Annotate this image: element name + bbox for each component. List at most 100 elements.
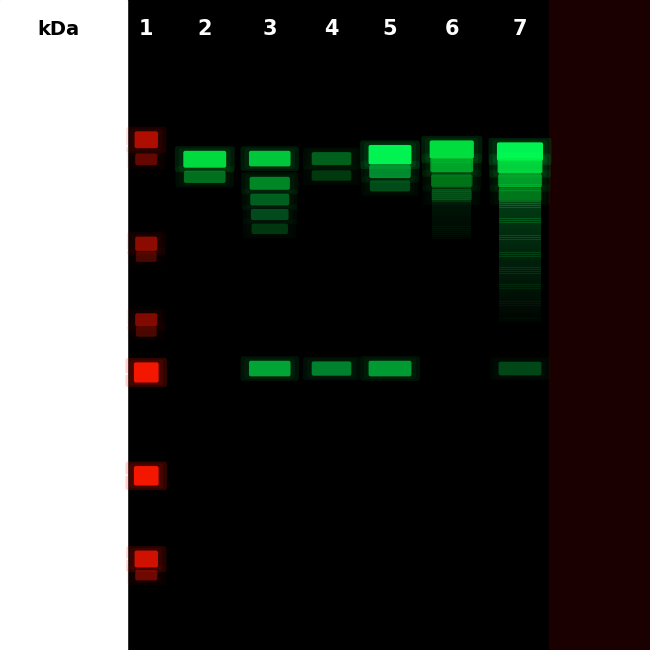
FancyBboxPatch shape <box>130 548 162 570</box>
Bar <box>499 269 541 272</box>
Text: 1: 1 <box>139 20 153 39</box>
Bar <box>499 212 541 214</box>
Bar <box>499 248 541 250</box>
FancyBboxPatch shape <box>369 361 411 376</box>
FancyBboxPatch shape <box>135 131 158 148</box>
Bar <box>432 230 471 233</box>
FancyBboxPatch shape <box>251 209 289 220</box>
FancyBboxPatch shape <box>135 313 157 326</box>
FancyBboxPatch shape <box>364 142 416 167</box>
Bar <box>499 184 541 187</box>
Bar <box>499 297 541 300</box>
FancyBboxPatch shape <box>184 170 226 183</box>
FancyBboxPatch shape <box>135 237 157 251</box>
FancyBboxPatch shape <box>250 177 290 190</box>
Bar <box>499 312 541 315</box>
Bar <box>499 294 541 297</box>
Bar <box>432 183 471 186</box>
Bar <box>432 185 471 188</box>
Bar <box>432 164 471 166</box>
Bar <box>499 195 541 198</box>
Bar <box>432 191 471 194</box>
Bar <box>499 259 541 261</box>
Bar <box>499 314 541 317</box>
Bar <box>499 214 541 216</box>
Bar <box>499 316 541 318</box>
Bar <box>499 276 541 278</box>
Bar <box>499 282 541 285</box>
Bar <box>432 195 471 198</box>
FancyBboxPatch shape <box>244 358 295 379</box>
FancyBboxPatch shape <box>130 129 162 151</box>
Bar <box>499 291 541 293</box>
Bar <box>432 207 471 209</box>
Bar <box>432 181 471 184</box>
FancyBboxPatch shape <box>240 356 299 381</box>
FancyBboxPatch shape <box>136 252 157 262</box>
FancyBboxPatch shape <box>127 566 166 585</box>
Bar <box>432 220 471 223</box>
FancyBboxPatch shape <box>499 189 541 201</box>
Bar <box>432 177 471 180</box>
Text: 7: 7 <box>513 20 527 39</box>
Bar <box>499 304 541 306</box>
FancyBboxPatch shape <box>176 166 234 187</box>
Bar <box>499 159 541 161</box>
FancyBboxPatch shape <box>498 174 542 187</box>
FancyBboxPatch shape <box>175 146 235 172</box>
Bar <box>549 0 650 650</box>
FancyBboxPatch shape <box>125 358 167 387</box>
Bar <box>499 265 541 268</box>
Bar <box>499 252 541 255</box>
FancyBboxPatch shape <box>312 361 351 376</box>
Bar <box>432 222 471 225</box>
FancyBboxPatch shape <box>370 180 410 191</box>
FancyBboxPatch shape <box>489 170 551 192</box>
Bar <box>432 228 471 231</box>
Bar <box>432 179 471 182</box>
Bar <box>432 226 471 229</box>
FancyBboxPatch shape <box>252 224 288 234</box>
Bar <box>499 197 541 200</box>
FancyBboxPatch shape <box>493 155 547 176</box>
Bar <box>499 167 541 170</box>
Bar <box>432 218 471 221</box>
Bar <box>432 216 471 219</box>
Bar <box>499 180 541 183</box>
FancyBboxPatch shape <box>430 140 474 159</box>
Bar <box>432 201 471 203</box>
Bar <box>499 299 541 302</box>
FancyBboxPatch shape <box>361 176 419 196</box>
Bar <box>499 229 541 231</box>
Bar <box>499 307 541 310</box>
FancyBboxPatch shape <box>493 140 547 163</box>
FancyBboxPatch shape <box>136 326 157 337</box>
Bar <box>432 168 471 170</box>
Bar <box>499 246 541 248</box>
FancyBboxPatch shape <box>489 153 551 177</box>
FancyBboxPatch shape <box>364 358 416 379</box>
Bar <box>499 239 541 242</box>
FancyBboxPatch shape <box>312 170 351 181</box>
Bar <box>499 278 541 280</box>
FancyBboxPatch shape <box>183 151 226 168</box>
Bar <box>499 188 541 191</box>
Bar <box>499 289 541 291</box>
Bar <box>432 214 471 217</box>
Bar <box>499 257 541 259</box>
FancyBboxPatch shape <box>426 155 478 175</box>
Bar <box>499 306 541 308</box>
FancyBboxPatch shape <box>245 174 294 192</box>
FancyBboxPatch shape <box>134 363 159 382</box>
Bar <box>432 234 471 237</box>
FancyBboxPatch shape <box>249 151 291 166</box>
FancyBboxPatch shape <box>126 546 166 572</box>
Bar <box>499 186 541 188</box>
Bar <box>432 232 471 235</box>
Bar <box>432 160 471 162</box>
Bar <box>499 292 541 295</box>
Bar <box>499 284 541 287</box>
FancyBboxPatch shape <box>135 153 157 165</box>
Bar <box>499 250 541 253</box>
FancyBboxPatch shape <box>134 466 159 486</box>
